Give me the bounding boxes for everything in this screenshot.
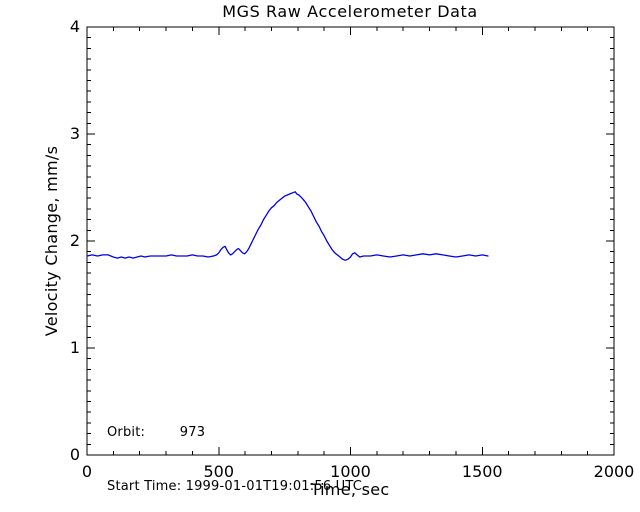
y-tick-label: 3 — [70, 124, 80, 143]
x-tick-label: 1000 — [330, 462, 371, 481]
x-tick-label: 0 — [82, 462, 92, 481]
y-tick-label: 1 — [70, 338, 80, 357]
start-time-annotation: Start Time: 1999-01-01T19:01:56 UTC — [107, 479, 362, 494]
x-axis-label: Time, sec — [309, 480, 389, 499]
x-tick-label: 1500 — [462, 462, 503, 481]
y-axis-label: Velocity Change, mm/s — [42, 146, 61, 336]
x-tick-label: 2000 — [594, 462, 635, 481]
chart-title: MGS Raw Accelerometer Data — [222, 2, 478, 21]
y-tick-label: 0 — [70, 445, 80, 464]
data-series-line — [86, 191, 489, 261]
y-tick-label: 2 — [70, 231, 80, 250]
x-tick-labels: 0 500 1000 1500 2000 — [82, 462, 634, 481]
x-tick-label: 500 — [203, 462, 234, 481]
y-tick-labels: 0 1 2 3 4 — [70, 17, 80, 464]
x-axis-ticks — [86, 27, 615, 455]
y-tick-label: 4 — [70, 17, 80, 36]
annotation-block: Orbit: 973 Start Time: 1999-01-01T19:01:… — [107, 388, 362, 512]
orbit-annotation: Orbit: 973 — [107, 425, 206, 440]
y-axis-ticks — [87, 26, 614, 456]
